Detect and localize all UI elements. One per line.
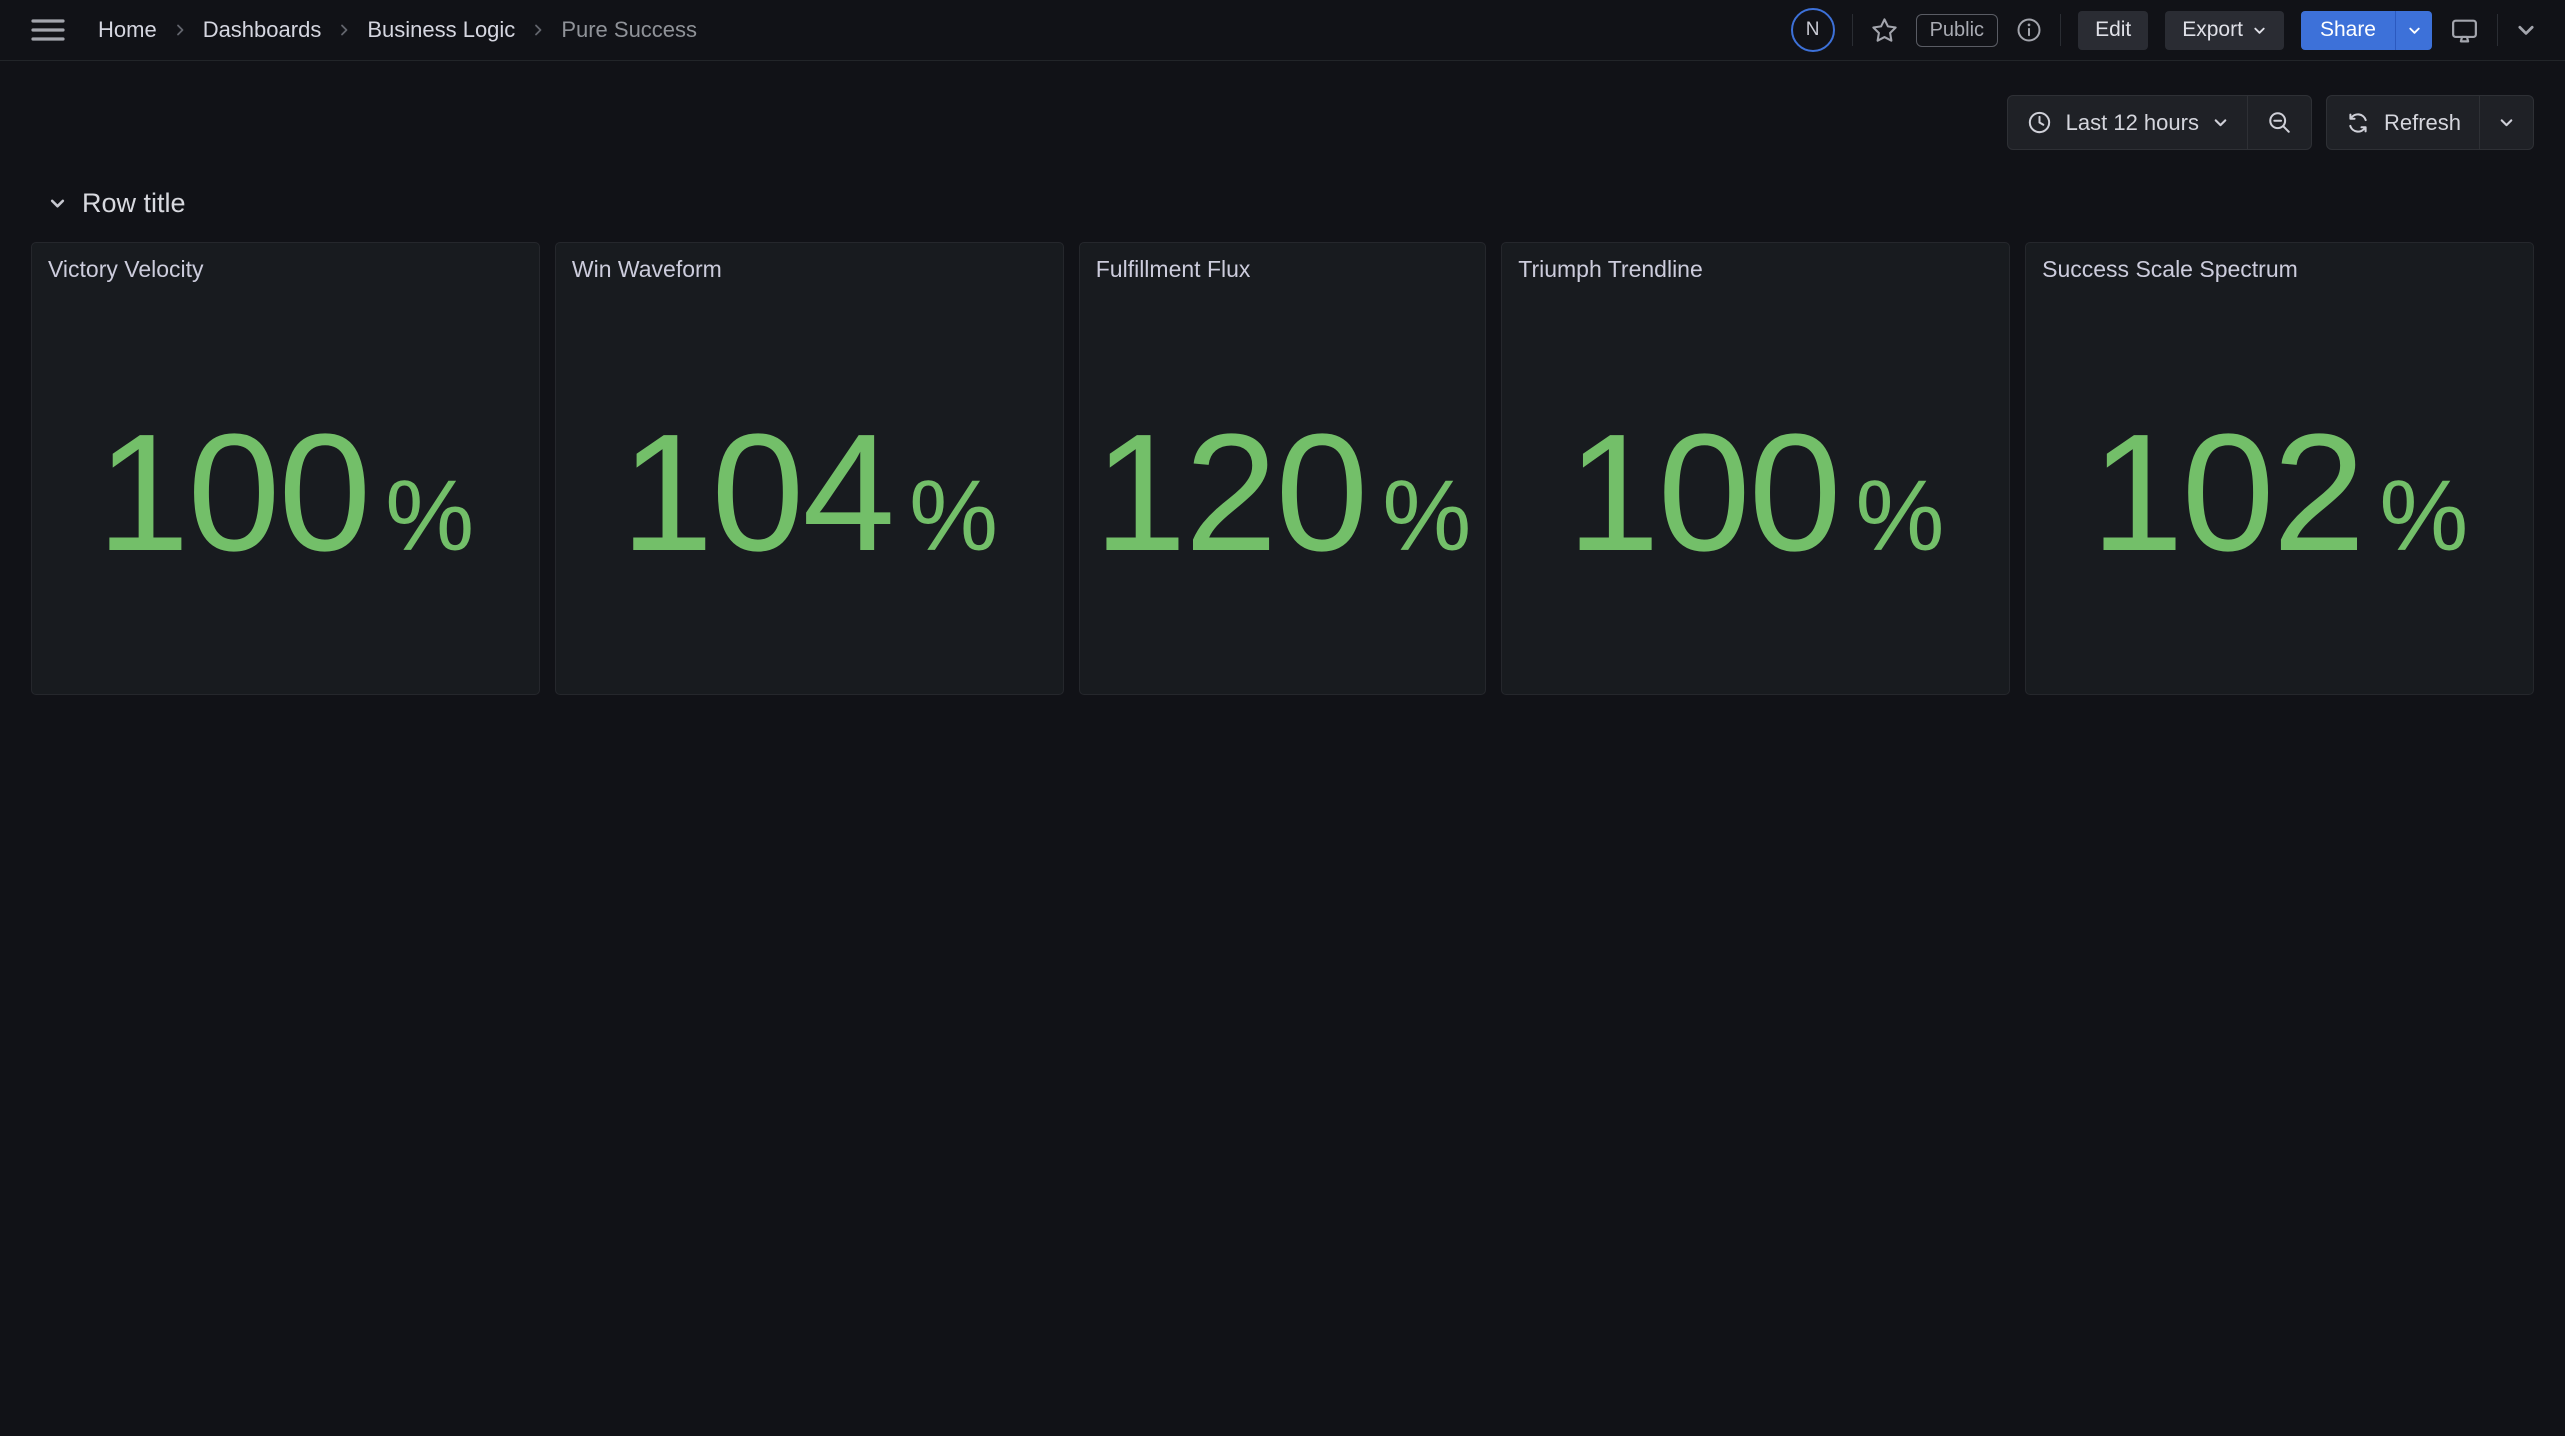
chevron-right-icon <box>172 22 188 38</box>
stat-unit: % <box>385 460 475 572</box>
share-button[interactable]: Share <box>2300 10 2395 50</box>
panel-title[interactable]: Fulfillment Flux <box>1095 256 1251 282</box>
clock-icon <box>2026 109 2053 136</box>
share-split-button: Share <box>2300 10 2432 50</box>
row-header[interactable]: Row title <box>48 188 2565 219</box>
zoom-out-button[interactable] <box>2246 96 2311 149</box>
refresh-interval-caret-button[interactable] <box>2479 96 2533 149</box>
stat-panel: Fulfillment Flux 120 % <box>1078 242 1487 695</box>
star-icon[interactable] <box>1870 16 1899 45</box>
user-avatar[interactable]: N <box>1790 8 1835 52</box>
zoom-out-icon <box>2266 109 2293 136</box>
stat-readout: 102 % <box>2091 410 2469 577</box>
breadcrumb-dashboards[interactable]: Dashboards <box>202 17 322 42</box>
top-navbar: Home Dashboards Business Logic Pure Succ… <box>0 0 2565 61</box>
breadcrumb-current-dashboard: Pure Success <box>561 17 698 42</box>
refresh-button[interactable]: Refresh <box>2327 96 2479 149</box>
stat-panel: Success Scale Spectrum 102 % <box>2025 242 2534 695</box>
dashboard-toolbar: Last 12 hours <box>0 61 2565 150</box>
navbar-divider <box>1851 14 1853 46</box>
time-range-label: Last 12 hours <box>2065 109 2199 135</box>
stat-value: 102 <box>2090 400 2366 586</box>
refresh-icon <box>2345 110 2371 136</box>
breadcrumb: Home Dashboards Business Logic Pure Succ… <box>98 17 697 43</box>
export-button[interactable]: Export <box>2165 10 2284 50</box>
breadcrumb-home[interactable]: Home <box>98 17 157 42</box>
share-caret-button[interactable] <box>2395 10 2432 50</box>
stat-readout: 100 % <box>97 410 475 577</box>
stat-panel: Victory Velocity 100 % <box>31 242 540 695</box>
chevron-down-icon <box>2212 114 2229 131</box>
panel-body: 100 % <box>1502 293 2009 694</box>
chevron-right-icon <box>336 22 352 38</box>
stat-value: 120 <box>1093 400 1369 586</box>
chevron-down-icon <box>2252 23 2267 38</box>
time-range-picker-button[interactable]: Last 12 hours <box>2008 96 2247 149</box>
chevron-down-icon <box>2498 114 2515 131</box>
stat-unit: % <box>1382 460 1472 572</box>
stat-value: 100 <box>96 400 372 586</box>
refresh-label: Refresh <box>2383 109 2461 135</box>
stat-unit: % <box>1855 460 1945 572</box>
panel-body: 102 % <box>2026 293 2533 694</box>
stat-unit: % <box>909 460 999 572</box>
stat-panel: Triumph Trendline 100 % <box>1501 242 2011 695</box>
breadcrumb-folder[interactable]: Business Logic <box>367 17 516 42</box>
avatar-initial: N <box>1805 19 1820 40</box>
refresh-group: Refresh <box>2325 95 2534 150</box>
stat-value: 104 <box>620 400 896 586</box>
info-icon[interactable] <box>2015 16 2043 44</box>
export-button-label: Export <box>2182 18 2243 41</box>
row-title: Row title <box>82 188 186 218</box>
stat-unit: % <box>2379 460 2469 572</box>
chevron-right-icon <box>530 22 546 38</box>
hamburger-menu-icon[interactable] <box>30 16 66 44</box>
stat-readout: 104 % <box>621 410 999 577</box>
stat-readout: 100 % <box>1567 410 1945 577</box>
panel-title[interactable]: Success Scale Spectrum <box>2042 256 2298 282</box>
panel-body: 100 % <box>32 293 539 694</box>
stat-panel: Win Waveform 104 % <box>554 242 1064 695</box>
stat-readout: 120 % <box>1094 410 1472 577</box>
panel-body: 104 % <box>556 293 1063 694</box>
chevron-down-icon <box>2408 27 2420 34</box>
public-badge[interactable]: Public <box>1915 13 1999 47</box>
time-range-group: Last 12 hours <box>2006 95 2312 150</box>
panels-row: Victory Velocity 100 % Win Waveform 104 … <box>31 242 2534 695</box>
panel-title[interactable]: Victory Velocity <box>48 256 204 282</box>
panel-title[interactable]: Win Waveform <box>571 256 722 282</box>
navbar-divider <box>2497 14 2498 46</box>
tv-mode-icon[interactable] <box>2449 15 2480 46</box>
row-collapse-chevron-icon <box>48 194 67 213</box>
edit-button[interactable]: Edit <box>2078 10 2149 50</box>
panel-body: 120 % <box>1080 293 1486 694</box>
stat-value: 100 <box>1566 400 1842 586</box>
navbar-collapse-chevron-icon[interactable] <box>2515 19 2537 41</box>
navbar-divider <box>2060 14 2062 46</box>
panel-title[interactable]: Triumph Trendline <box>1518 256 1703 282</box>
